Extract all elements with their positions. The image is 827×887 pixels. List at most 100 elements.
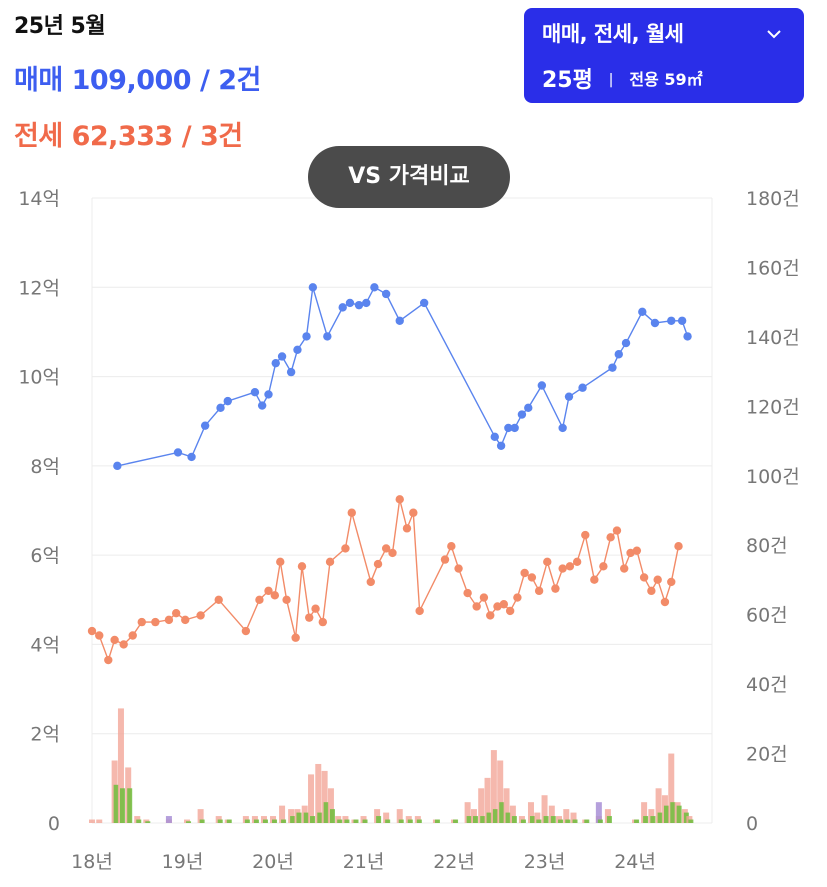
volume-bar-sale [217,819,223,823]
x-tick-label: 24년 [614,851,656,873]
jeonse-price-point [388,548,397,558]
jeonse-divider: / [181,121,192,152]
volume-bar-sale [597,819,603,823]
right-tick-label: 180건 [746,188,800,210]
sale-price-point [650,318,660,328]
x-tick-label: 20년 [252,851,294,873]
volume-bar-jeonse [490,750,497,823]
sale-price-point [223,396,232,406]
sale-price-point [250,387,260,397]
volume-bar-sale [145,821,151,823]
jeonse-price-point [196,611,205,620]
jeonse-price-point [527,573,537,582]
right-tick-label: 160건 [746,257,800,279]
jeonse-price-point [255,595,264,604]
sale-price-point [496,441,506,450]
jeonse-price-point [632,546,642,555]
sale-price-point [354,300,364,310]
jeonse-price-point [347,508,356,517]
volume-bar-jeonse [509,805,516,823]
sale-price-point [277,352,287,361]
sale-summary: 매매 109,000 / 2건 [14,58,261,97]
size-separator: | [608,72,614,88]
x-tick-label: 22년 [433,851,475,873]
jeonse-price-point [270,591,280,600]
volume-bar-sale [550,816,556,823]
jeonse-price-point [395,495,404,504]
jeonse-price-point [505,606,515,616]
vs-price-compare-button[interactable]: VS 가격비교 [308,146,510,208]
sale-price: 109,000 [71,65,192,96]
volume-bar-jeonse [503,788,510,823]
volume-bar-sale [670,802,676,823]
jeonse-price-point [151,617,160,627]
jeonse-price-point [581,530,590,540]
jeonse-price-point [534,586,544,596]
sale-price-point [621,338,631,348]
jeonse-price-point [667,577,676,587]
volume-bar-jeonse [197,809,204,823]
left-tick-label: 8억 [30,456,60,478]
sale-price-point [510,423,519,433]
volume-bar-sale [529,816,535,823]
pyeong-label: 25평 [542,68,593,93]
sale-label: 매매 [14,65,63,96]
volume-bar-jeonse [315,763,322,823]
jeonse-price-point [341,544,350,553]
jeonse-price-point [264,586,273,596]
jeonse-price-point [572,557,582,567]
jeonse-price-point [479,593,489,602]
sale-price-point [524,403,533,413]
left-tick-label: 0 [48,813,60,835]
jeonse-price-point [241,626,251,636]
right-tick-label: 60건 [746,605,788,627]
jeonse-price-point [551,584,560,593]
volume-bar-sale [643,816,649,823]
volume-bar-sale [329,809,335,823]
volume-bar-sale [272,819,278,823]
volume-bar-sale [199,819,205,823]
jeonse-price-point [626,548,635,558]
volume-bar-monthly [165,816,172,823]
jeonse-price-point [674,542,683,551]
sale-price-point [286,367,296,377]
left-tick-label: 10억 [18,367,60,389]
jeonse-price-point [171,608,181,618]
volume-bar-sale [310,816,316,823]
volume-bar-sale [688,819,694,823]
jeonse-price-point [373,559,383,569]
jeonse-price-point [543,557,552,567]
jeonse-price-point [276,557,285,567]
x-tick-label: 23년 [524,851,566,873]
volume-bar-sale [434,819,440,823]
volume-bar-sale [453,819,459,823]
sale-price-point [638,307,647,317]
right-tick-label: 20건 [746,744,788,766]
volume-bar-sale [226,819,232,823]
trade-types-label: 매매, 전세, 월세 [542,22,684,46]
jeonse-price-point [297,562,307,571]
jeonse-price-point [282,595,291,604]
left-tick-label: 2억 [30,724,60,746]
jeonse-price-point [440,555,450,564]
jeonse-price-point [402,524,412,533]
right-tick-label: 140건 [746,327,800,349]
sale-divider: / [199,65,210,96]
sale-price-point [381,289,391,299]
volume-bar-sale [376,816,382,823]
sale-price-point [667,316,676,325]
volume-bar-sale [127,788,133,823]
jeonse-price-point [499,600,509,609]
volume-bar-sale [472,816,478,823]
volume-bar-sale [262,819,268,823]
jeonse-price-point [620,564,629,573]
left-tick-label: 4억 [30,634,60,656]
sale-price-point [302,332,311,341]
volume-bar-jeonse [464,802,471,823]
volume-bar-sale [492,809,498,823]
trade-type-filter-button[interactable]: 매매, 전세, 월세 25평 | 전용 59㎡ [524,8,804,103]
jeonse-price-point [647,586,656,596]
jeonse-price-point [119,640,128,649]
jeonse-price-point [590,575,599,584]
volume-bar-sale [499,802,505,823]
